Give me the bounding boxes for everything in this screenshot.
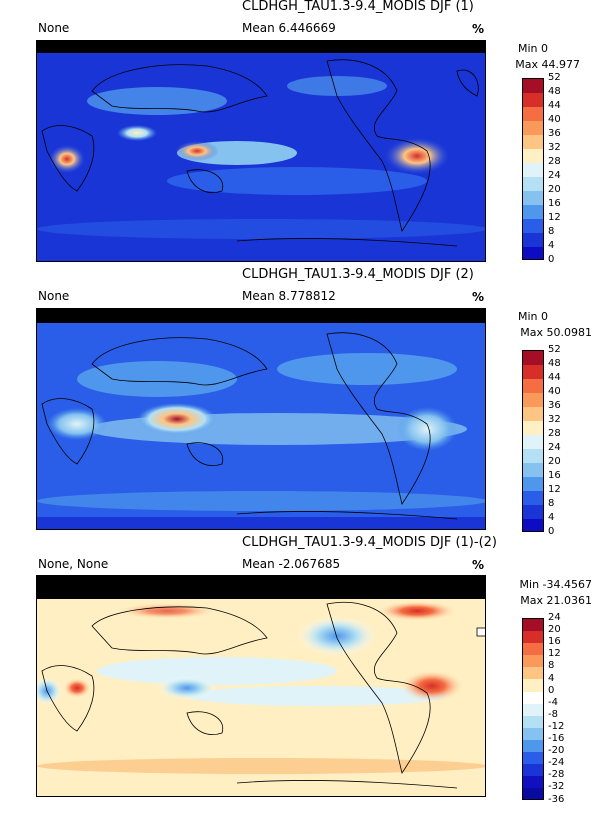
tick: 48 bbox=[548, 86, 561, 97]
tick: -12 bbox=[548, 720, 565, 732]
tick: 16 bbox=[548, 470, 561, 481]
panel-3-units: % bbox=[472, 558, 485, 572]
tick: 0 bbox=[548, 254, 555, 265]
tick: 0 bbox=[548, 684, 555, 696]
panel-2-colorbar bbox=[522, 350, 544, 532]
panel-1-mean: Mean 6.446669 bbox=[242, 21, 336, 35]
panel-3-left-label: None, None bbox=[38, 557, 109, 571]
tick: 20 bbox=[548, 184, 561, 195]
tick: 28 bbox=[548, 428, 561, 439]
tick: 52 bbox=[548, 72, 561, 83]
panel-3-map bbox=[36, 575, 486, 797]
tick: 44 bbox=[548, 372, 561, 383]
tick: 16 bbox=[548, 636, 561, 648]
tick: 12 bbox=[548, 212, 561, 223]
tick: 16 bbox=[548, 198, 561, 209]
tick: -8 bbox=[548, 708, 558, 720]
panel-1: CLDHGH_TAU1.3-9.4_MODIS DJF (1) None Mea… bbox=[0, 0, 606, 270]
tick: -20 bbox=[548, 745, 565, 757]
tick: 8 bbox=[548, 498, 555, 509]
tick: -32 bbox=[548, 781, 565, 793]
tick: -16 bbox=[548, 733, 565, 744]
tick: 20 bbox=[548, 456, 561, 467]
panel-3: CLDHGH_TAU1.3-9.4_MODIS DJF (1)-(2) None… bbox=[0, 535, 606, 814]
panel-2-map bbox=[36, 308, 486, 530]
tick: 24 bbox=[548, 442, 561, 453]
panel-2-units: % bbox=[472, 290, 485, 304]
panel-1-left-label: None bbox=[38, 21, 70, 35]
panel-3-max: Max 21.0361 bbox=[520, 594, 592, 607]
panel-1-colorbar bbox=[522, 78, 544, 260]
tick: 24 bbox=[548, 170, 561, 181]
panel-3-min: Min -34.4567 bbox=[519, 578, 592, 591]
tick: -28 bbox=[548, 769, 565, 781]
tick: 12 bbox=[548, 484, 561, 495]
tick: 0 bbox=[548, 526, 555, 537]
tick: -36 bbox=[548, 793, 565, 805]
panel-2: CLDHGH_TAU1.3-9.4_MODIS DJF (2) None Mea… bbox=[0, 267, 606, 538]
tick: -24 bbox=[548, 757, 565, 769]
panel-3-colorbar bbox=[522, 618, 544, 800]
tick: -4 bbox=[548, 696, 558, 708]
tick: 24 bbox=[548, 612, 561, 623]
tick: 40 bbox=[548, 114, 561, 125]
tick: 4 bbox=[548, 512, 555, 523]
tick: 20 bbox=[548, 624, 561, 636]
panel-1-max: Max 44.977 bbox=[515, 58, 580, 71]
tick: 40 bbox=[548, 386, 561, 397]
tick: 8 bbox=[548, 660, 555, 672]
tick: 28 bbox=[548, 156, 561, 167]
tick: 4 bbox=[548, 672, 555, 684]
panel-3-mean: Mean -2.067685 bbox=[242, 557, 341, 571]
tick: 48 bbox=[548, 358, 561, 369]
tick: 36 bbox=[548, 128, 561, 139]
panel-2-mean: Mean 8.778812 bbox=[242, 289, 336, 303]
tick: 32 bbox=[548, 414, 561, 425]
tick: 44 bbox=[548, 100, 561, 111]
panel-3-title: CLDHGH_TAU1.3-9.4_MODIS DJF (1)-(2) bbox=[242, 535, 497, 550]
tick: 12 bbox=[548, 648, 561, 660]
panel-2-max: Max 50.0981 bbox=[520, 326, 592, 339]
panel-1-title: CLDHGH_TAU1.3-9.4_MODIS DJF (1) bbox=[242, 0, 474, 14]
panel-1-min: Min 0 bbox=[517, 42, 548, 55]
tick: 52 bbox=[548, 344, 561, 355]
tick: 8 bbox=[548, 226, 555, 237]
tick: 4 bbox=[548, 240, 555, 251]
panel-1-map bbox=[36, 40, 486, 262]
panel-2-left-label: None bbox=[38, 289, 70, 303]
tick: 32 bbox=[548, 142, 561, 153]
tick: 36 bbox=[548, 400, 561, 411]
panel-2-title: CLDHGH_TAU1.3-9.4_MODIS DJF (2) bbox=[242, 267, 474, 282]
panel-1-units: % bbox=[472, 22, 485, 36]
panel-2-min: Min 0 bbox=[517, 310, 548, 323]
